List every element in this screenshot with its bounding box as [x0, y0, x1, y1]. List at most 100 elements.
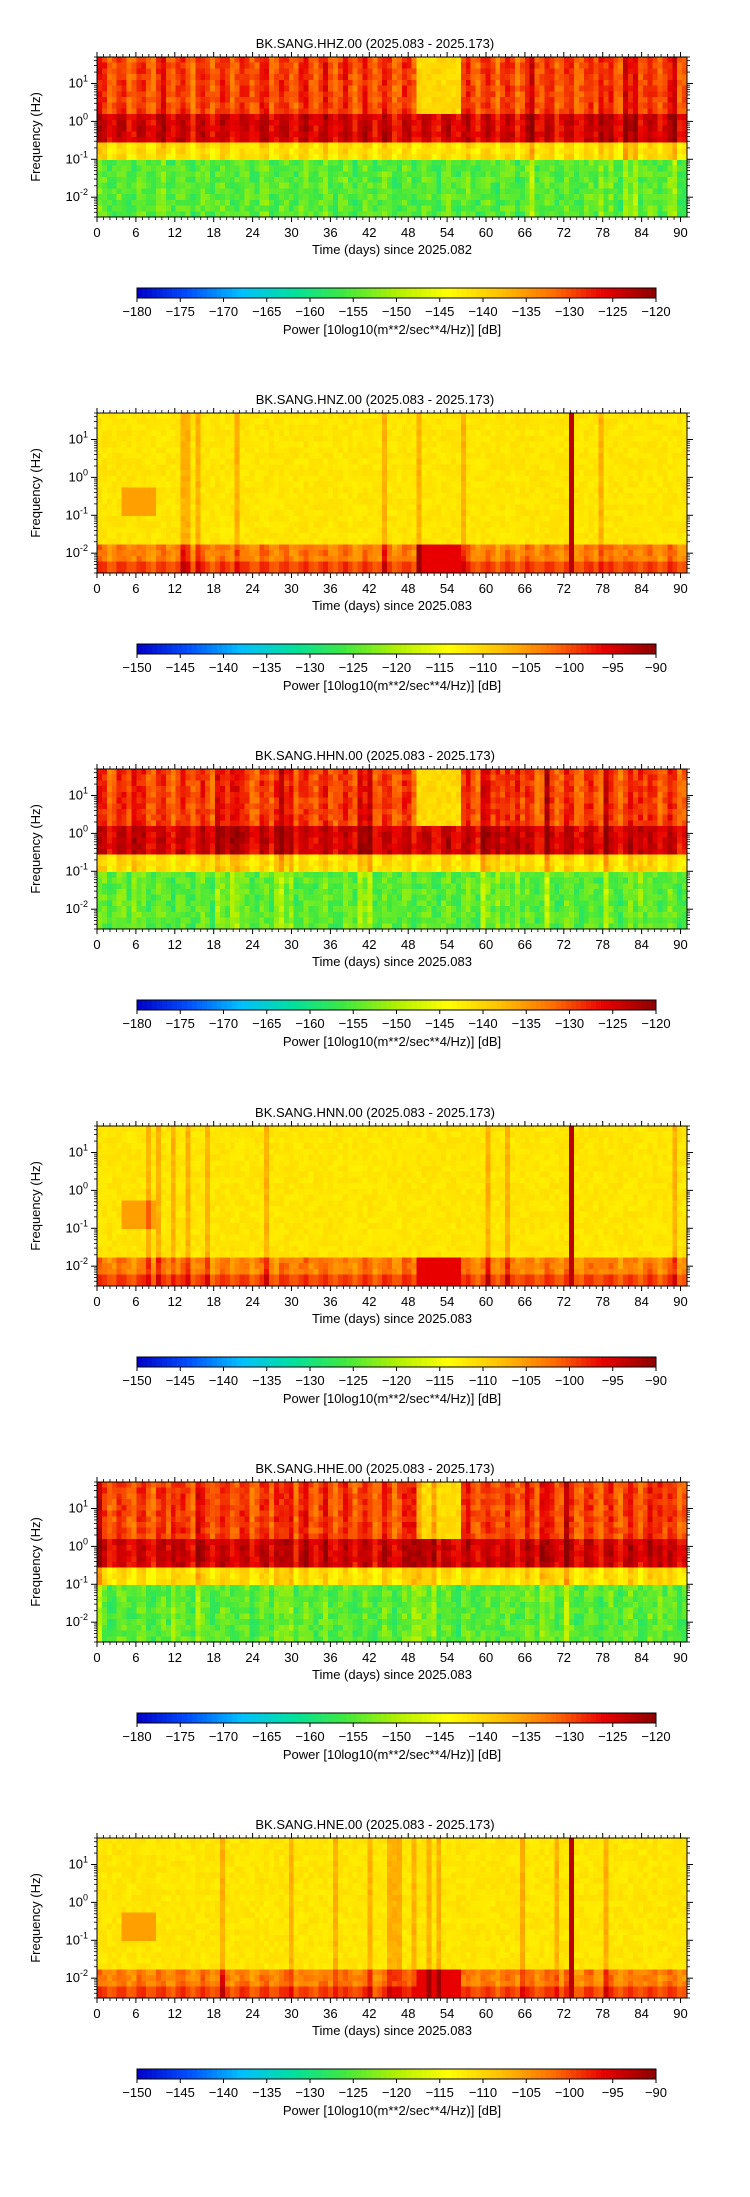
spectrogram-cell — [500, 165, 506, 172]
spectrogram-cell — [136, 79, 142, 87]
spectrogram-cell — [367, 188, 373, 195]
spectrogram-cell — [126, 481, 133, 488]
spectrogram-cell — [431, 199, 437, 207]
spectrogram-cell — [544, 85, 550, 92]
colorbar-swatch — [516, 288, 522, 298]
spectrogram-cell — [111, 205, 118, 212]
spectrogram-cell — [510, 79, 516, 87]
spectrogram-cell — [259, 102, 265, 110]
spectrogram-cell — [303, 108, 310, 115]
spectrogram-cell — [505, 102, 511, 110]
spectrogram-cell — [426, 199, 432, 207]
spectrogram-cell — [274, 199, 280, 207]
spectrogram-cell — [283, 544, 290, 551]
spectrogram-cell — [392, 114, 398, 121]
spectrogram-cell — [628, 119, 634, 127]
spectrogram-cell — [185, 194, 192, 201]
spectrogram-cell — [106, 510, 113, 517]
spectrogram-cell — [224, 119, 231, 127]
spectrogram-cell — [662, 97, 668, 104]
spectrogram-cell — [116, 544, 123, 551]
colorbar-swatch — [621, 288, 627, 298]
spectrogram-cell — [436, 171, 442, 178]
spectrogram-cell — [215, 62, 221, 70]
spectrogram-cell — [441, 91, 447, 98]
spectrogram-cell — [554, 79, 560, 87]
y-tick-label: 101 — [69, 73, 88, 90]
spectrogram-cell — [278, 211, 285, 218]
spectrogram-cell — [180, 538, 187, 546]
spectrogram-cell — [682, 205, 688, 212]
spectrogram-cell — [682, 85, 688, 92]
spectrogram-cell — [421, 85, 428, 92]
spectrogram-cell — [460, 119, 467, 127]
spectrogram-cell — [244, 102, 251, 110]
spectrogram-cell — [505, 57, 511, 64]
spectrogram-cell — [549, 102, 555, 110]
spectrogram-cell — [500, 131, 506, 138]
spectrogram-cell — [362, 74, 369, 81]
spectrogram-cell — [215, 188, 221, 195]
spectrogram-cell — [303, 205, 310, 212]
spectrogram-cell — [303, 430, 310, 437]
spectrogram-cell — [382, 97, 388, 104]
colorbar-swatch — [651, 288, 657, 298]
spectrogram-cell — [598, 62, 605, 70]
spectrogram-cell — [283, 91, 290, 98]
spectrogram-cell — [244, 85, 251, 92]
spectrogram-cell — [593, 74, 600, 81]
colorbar-swatch — [231, 288, 238, 298]
spectrogram-cell — [539, 159, 546, 167]
spectrogram-cell — [224, 435, 231, 443]
spectrogram-cell — [544, 154, 550, 161]
spectrogram-cell — [578, 171, 585, 178]
spectrogram-cell — [485, 137, 491, 144]
spectrogram-cell — [274, 182, 280, 190]
spectrogram-cell — [274, 424, 280, 431]
spectrogram-cell — [573, 199, 580, 207]
spectrogram-cell — [151, 108, 157, 115]
spectrogram-cell — [333, 211, 339, 218]
spectrogram-cell — [534, 159, 541, 167]
spectrogram-cell — [465, 91, 472, 98]
spectrogram-cell — [564, 137, 570, 144]
spectrogram-cell — [446, 62, 452, 70]
colorbar-swatch — [421, 288, 428, 298]
spectrogram-cell — [352, 97, 359, 104]
spectrogram-cell — [682, 131, 688, 138]
colorbar-swatch — [436, 288, 443, 298]
spectrogram-cell — [249, 194, 255, 201]
spectrogram-cell — [470, 131, 477, 138]
spectrogram-cell — [180, 487, 187, 494]
spectrogram-cell — [239, 205, 246, 212]
spectrogram-cell — [318, 177, 324, 184]
spectrogram-cell — [160, 430, 167, 437]
spectrogram-cell — [185, 108, 192, 115]
spectrogram-cell — [632, 159, 639, 167]
spectrogram-cell — [254, 62, 260, 70]
spectrogram-cell — [623, 57, 629, 64]
spectrogram-cell — [637, 119, 644, 127]
spectrogram-cell — [377, 199, 383, 207]
spectrogram-cell — [544, 102, 550, 110]
spectrogram-cell — [244, 91, 251, 98]
spectrogram-cell — [269, 475, 275, 483]
spectrogram-cell — [190, 177, 196, 184]
spectrogram-cell — [180, 91, 187, 98]
spectrogram-cell — [229, 430, 236, 437]
spectrogram-cell — [337, 57, 344, 64]
spectrogram-cell — [141, 470, 147, 477]
spectrogram-cell — [382, 85, 388, 92]
spectrogram-cell — [485, 148, 491, 155]
spectrogram-cell — [628, 177, 634, 184]
spectrogram-cell — [121, 515, 128, 523]
spectrogram-cell — [165, 447, 172, 454]
spectrogram-cell — [195, 424, 201, 431]
spectrogram-cell — [195, 493, 201, 500]
spectrogram-cell — [239, 171, 246, 178]
spectrogram-cell — [460, 108, 467, 115]
spectrogram-cell — [303, 470, 310, 477]
spectrogram-cell — [170, 57, 177, 64]
spectrogram-cell — [647, 154, 654, 161]
spectrogram-cell — [210, 62, 216, 70]
